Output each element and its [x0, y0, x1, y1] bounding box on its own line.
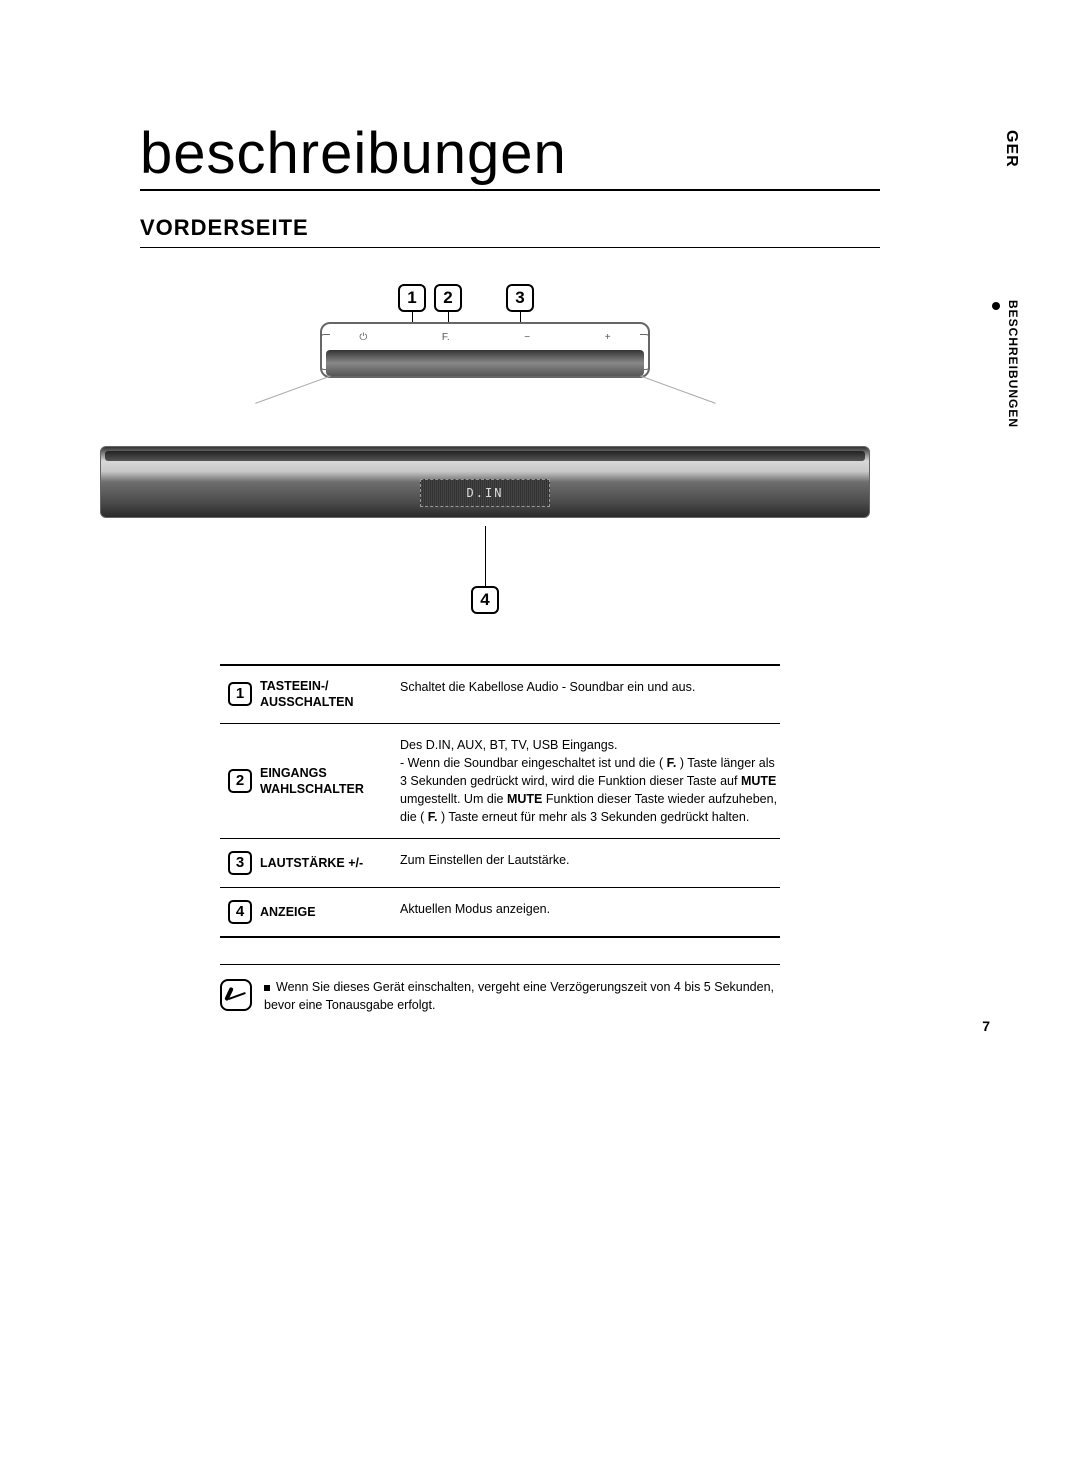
row-text-1: Schaltet die Kabellose Audio - Soundbar …	[400, 678, 780, 711]
callout-4: 4	[471, 586, 499, 614]
language-tab: GER	[1002, 130, 1020, 168]
front-panel-diagram: 1 2 3 ⏻ F. − +	[100, 284, 870, 614]
indicator-dots: • • • •	[448, 469, 522, 478]
row-label-4: ANZEIGE	[260, 900, 400, 924]
power-icon: ⏻	[359, 332, 367, 343]
section-label: BESCHREIBUNGEN	[1006, 300, 1020, 428]
vol-plus-icon: +	[605, 332, 611, 343]
row-num-2: 2	[228, 769, 252, 793]
front-panel-table: 1 TASTEEIN-/ AUSSCHALTEN Schaltet die Ka…	[220, 664, 780, 938]
row-label-3: LAUTSTÄRKE +/-	[260, 851, 400, 875]
table-row: 4 ANZEIGE Aktuellen Modus anzeigen.	[220, 888, 780, 936]
soundbar-front-view: • • • • D.IN	[100, 446, 870, 518]
page-subtitle: VORDERSEITE	[140, 215, 880, 248]
row-text-3: Zum Einstellen der Lautstärke.	[400, 851, 780, 875]
callout-2: 2	[434, 284, 462, 312]
vol-minus-icon: −	[524, 332, 530, 343]
page-title: beschreibungen	[140, 120, 880, 191]
table-row: 2 EINGANGS WAHLSCHALTER Des D.IN, AUX, B…	[220, 724, 780, 840]
function-label: F.	[442, 332, 450, 343]
table-row: 1 TASTEEIN-/ AUSSCHALTEN Schaltet die Ka…	[220, 666, 780, 724]
note-block: Wenn Sie dieses Gerät einschalten, verge…	[220, 964, 780, 1014]
top-button-row: ⏻ F. − +	[322, 332, 648, 343]
row-num-4: 4	[228, 900, 252, 924]
section-tab: BESCHREIBUNGEN	[992, 300, 1020, 428]
guide-right	[640, 376, 716, 404]
row-num-1: 1	[228, 682, 252, 706]
row-num-3: 3	[228, 851, 252, 875]
control-panel-top-view: ⏻ F. − +	[320, 322, 650, 412]
row-label-1: TASTEEIN-/ AUSSCHALTEN	[260, 678, 400, 711]
table-row: 3 LAUTSTÄRKE +/- Zum Einstellen der Laut…	[220, 839, 780, 888]
bullet-icon	[992, 302, 1000, 310]
row-label-2: EINGANGS WAHLSCHALTER	[260, 736, 400, 827]
callout-3: 3	[506, 284, 534, 312]
note-text: Wenn Sie dieses Gerät einschalten, verge…	[264, 979, 780, 1014]
row-text-4: Aktuellen Modus anzeigen.	[400, 900, 780, 924]
row-text-2: Des D.IN, AUX, BT, TV, USB Eingangs.- We…	[400, 736, 780, 827]
language-label: GER	[1002, 130, 1020, 168]
note-bullet-icon	[264, 985, 270, 991]
callout-1: 1	[398, 284, 426, 312]
page-number: 7	[982, 1018, 990, 1034]
display-panel: D.IN	[420, 479, 550, 507]
pencil-note-icon	[220, 979, 252, 1011]
lead-4	[485, 526, 486, 586]
